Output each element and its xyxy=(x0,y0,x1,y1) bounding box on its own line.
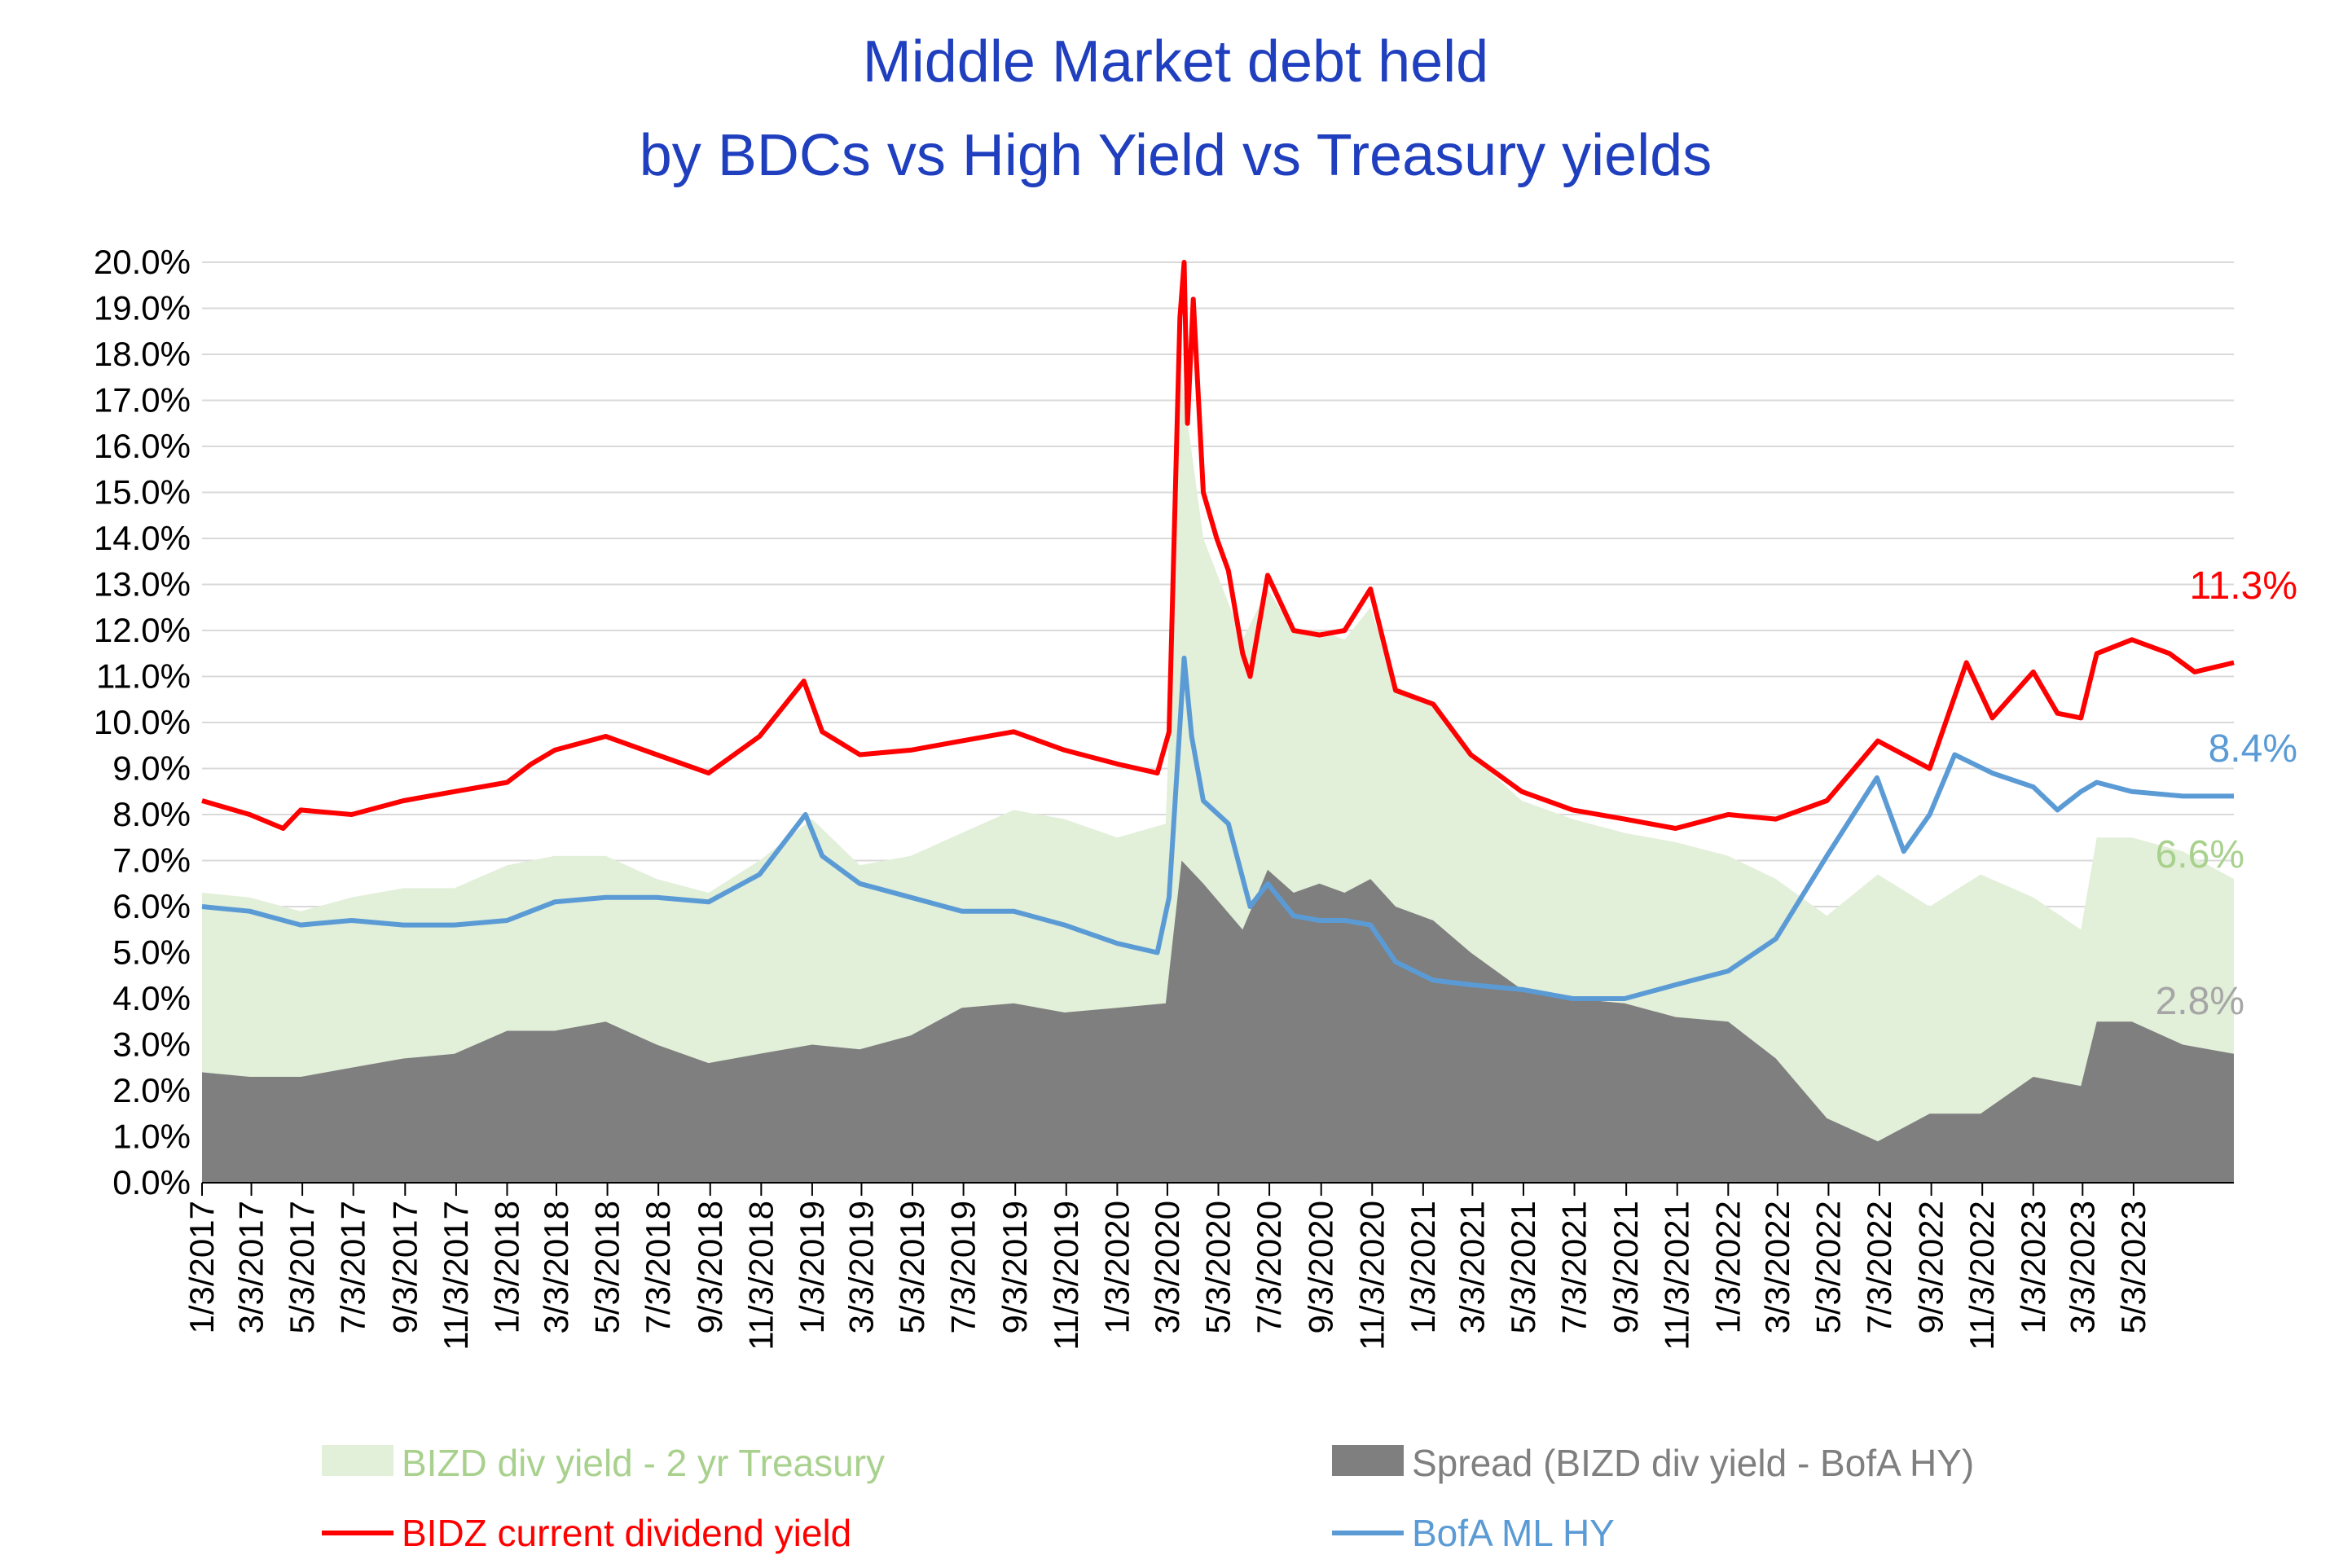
y-tick-label: 12.0% xyxy=(94,611,191,649)
y-tick-label: 1.0% xyxy=(112,1118,191,1156)
y-tick-label: 5.0% xyxy=(112,933,191,972)
y-tick-label: 7.0% xyxy=(112,841,191,880)
area-bizd-div-yield-2-yr-treasury xyxy=(202,377,2234,1183)
x-tick-label: 1/3/2021 xyxy=(1404,1201,1442,1334)
x-tick-label: 9/3/2021 xyxy=(1607,1201,1645,1334)
x-tick-label: 1/3/2023 xyxy=(2014,1201,2052,1334)
legend-label-spread-bizd-div-yield-bofa-hy: Spread (BIZD div yield - BofA HY) xyxy=(1412,1442,1974,1484)
x-tick-label: 1/3/2017 xyxy=(182,1201,221,1334)
x-tick-label: 3/3/2017 xyxy=(232,1201,270,1334)
y-tick-label: 6.0% xyxy=(112,887,191,925)
x-tick-label: 1/3/2020 xyxy=(1097,1201,1136,1334)
y-tick-label: 4.0% xyxy=(112,979,191,1017)
y-tick-label: 19.0% xyxy=(94,289,191,327)
y-tick-label: 10.0% xyxy=(94,703,191,741)
x-tick-label: 11/3/2019 xyxy=(1047,1201,1085,1351)
x-tick-label: 7/3/2018 xyxy=(639,1201,677,1334)
x-tick-label: 5/3/2022 xyxy=(1809,1201,1847,1334)
x-tick-label: 9/3/2019 xyxy=(996,1201,1034,1334)
x-tick-label: 9/3/2018 xyxy=(691,1201,729,1334)
x-tick-label: 5/3/2021 xyxy=(1504,1201,1542,1334)
x-tick-label: 5/3/2023 xyxy=(2114,1201,2152,1334)
chart-title-line-1: Middle Market debt held xyxy=(863,29,1488,94)
x-tick-label: 5/3/2019 xyxy=(893,1201,931,1334)
end-labels: 6.6% 2.8% 11.3% 8.4% xyxy=(2156,564,2297,1023)
end-label-spread-bizd-div-yield-bofa-hy: 2.8% xyxy=(2156,980,2244,1023)
x-tick-label: 11/3/2018 xyxy=(741,1201,780,1351)
legend-label-bizd-div-yield-2-yr-treasury: BIZD div yield - 2 yr Treasury xyxy=(402,1442,885,1484)
x-tick-label: 7/3/2017 xyxy=(334,1201,372,1334)
x-tick-label: 11/3/2017 xyxy=(437,1201,475,1351)
x-tick-label: 5/3/2018 xyxy=(588,1201,626,1334)
end-label-bizd-div-yield-2-yr-treasury: 6.6% xyxy=(2156,833,2244,876)
x-tick-label: 11/3/2022 xyxy=(1963,1201,2001,1351)
chart-title-line-2: by BDCs vs High Yield vs Treasury yields xyxy=(640,123,1712,188)
x-tick-label: 3/3/2022 xyxy=(1758,1201,1796,1334)
x-tick-label: 3/3/2018 xyxy=(537,1201,575,1334)
line-series xyxy=(201,260,2235,1001)
y-tick-label: 8.0% xyxy=(112,795,191,833)
x-tick-label: 3/3/2020 xyxy=(1148,1201,1186,1334)
y-tick-label: 16.0% xyxy=(94,427,191,465)
y-tick-label: 9.0% xyxy=(112,749,191,788)
legend: BIZD div yield - 2 yr Treasury Spread (BI… xyxy=(322,1442,1974,1554)
x-tick-label: 7/3/2019 xyxy=(944,1201,983,1334)
x-tick-label: 3/3/2021 xyxy=(1453,1201,1491,1334)
legend-label-bofa-ml-hy: BofA ML HY xyxy=(1412,1512,1615,1554)
y-tick-label: 15.0% xyxy=(94,473,191,512)
y-tick-label: 2.0% xyxy=(112,1071,191,1109)
x-tick-label: 3/3/2023 xyxy=(2063,1201,2101,1334)
area-spread-bizd-div-yield-bofa-hy xyxy=(202,860,2234,1183)
end-label-bofa-ml-hy: 8.4% xyxy=(2209,727,2297,771)
legend-swatch-spread-bizd-div-yield-bofa-hy xyxy=(1332,1445,1404,1476)
x-tick-label: 7/3/2021 xyxy=(1555,1201,1594,1334)
line-bofa-ml-hy xyxy=(201,655,2234,1001)
area-series xyxy=(202,377,2234,1183)
x-tick-label: 5/3/2020 xyxy=(1199,1201,1238,1334)
x-tick-label: 1/3/2022 xyxy=(1708,1201,1747,1334)
y-tick-labels: 0.0% 1.0% 2.0% 3.0% 4.0% 5.0% 6.0% 7.0% 8.0% 9.0%… xyxy=(94,243,191,1201)
line-bidz-current-dividend-yield xyxy=(201,260,2235,831)
y-tick-label: 13.0% xyxy=(94,565,191,604)
end-label-bidz-current-dividend-yield: 11.3% xyxy=(2189,564,2297,608)
y-tick-label: 0.0% xyxy=(112,1163,191,1201)
x-tick-label: 9/3/2020 xyxy=(1302,1201,1340,1334)
legend-label-bidz-current-dividend-yield: BIDZ current dividend yield xyxy=(402,1512,851,1554)
x-tick-label: 1/3/2018 xyxy=(488,1201,526,1334)
y-tick-label: 20.0% xyxy=(94,243,191,281)
x-tick-label: 3/3/2019 xyxy=(842,1201,880,1334)
x-tick-label: 7/3/2020 xyxy=(1250,1201,1288,1334)
x-tick-label: 7/3/2022 xyxy=(1860,1201,1898,1334)
x-tick-label: 5/3/2017 xyxy=(283,1201,321,1334)
y-tick-label: 11.0% xyxy=(96,657,191,696)
x-tick-labels: 1/3/2017 3/3/2017 5/3/2017 7/3/2017 9/3/2017… xyxy=(182,1183,2152,1351)
x-tick-label: 9/3/2022 xyxy=(1912,1201,1950,1334)
x-tick-label: 9/3/2017 xyxy=(385,1201,424,1334)
x-tick-label: 1/3/2019 xyxy=(793,1201,831,1334)
y-tick-label: 14.0% xyxy=(94,519,191,557)
x-tick-label: 11/3/2020 xyxy=(1352,1201,1391,1351)
legend-swatch-bizd-div-yield-2-yr-treasury xyxy=(322,1445,393,1476)
x-tick-label: 11/3/2021 xyxy=(1658,1201,1696,1351)
y-tick-label: 18.0% xyxy=(94,335,191,373)
y-tick-label: 3.0% xyxy=(112,1026,191,1064)
y-tick-label: 17.0% xyxy=(94,381,191,419)
